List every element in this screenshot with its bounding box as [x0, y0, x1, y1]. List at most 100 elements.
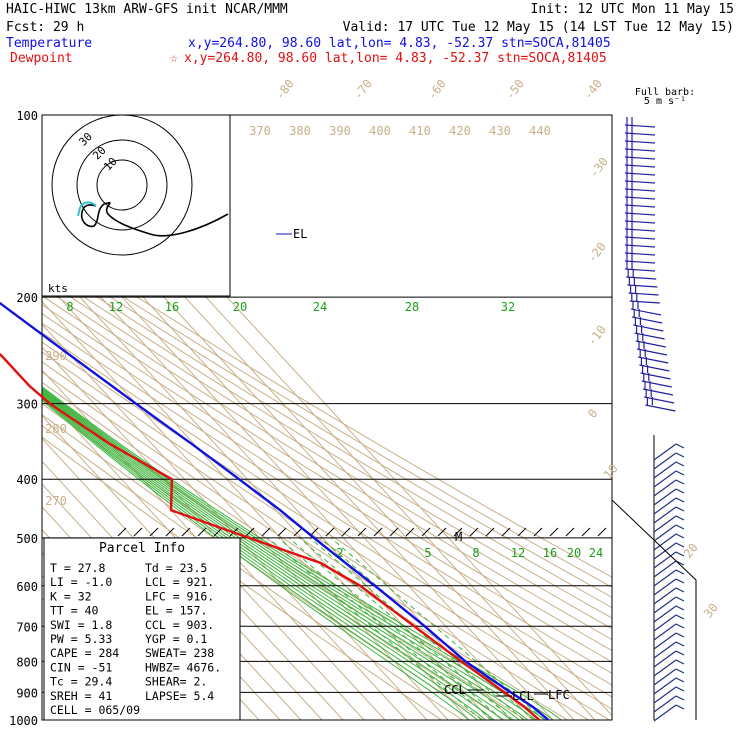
wind-barb-flag: [675, 587, 685, 593]
isotherm-label: -80: [273, 77, 297, 103]
wind-barb-flag: [675, 668, 685, 674]
mixing-ratio-top-label: 20: [233, 300, 247, 314]
wind-barb: [624, 236, 656, 240]
hatch-mark: [405, 527, 415, 537]
lfc-label: LFC: [548, 688, 570, 702]
mixing-ratio-top-label: 8: [66, 300, 73, 314]
dewpoint-legend-label: Dewpoint: [10, 51, 73, 66]
wind-barb: [653, 569, 677, 587]
wind-barb: [624, 212, 656, 216]
wind-barb: [624, 228, 656, 232]
wind-barb: [653, 587, 677, 605]
hatch-mark: [117, 527, 127, 537]
mixing-ratio-line: [320, 537, 535, 720]
theta-label: 390: [329, 124, 351, 138]
wind-barb: [653, 551, 677, 569]
wind-barb: [653, 605, 677, 623]
wind-barb-flag: [675, 578, 685, 584]
parcel-index-right: CCL = 903.: [145, 618, 214, 632]
wind-barb: [641, 380, 672, 388]
wind-barb: [626, 276, 657, 280]
dry-adiabat-line: [42, 331, 612, 698]
wind-barb: [624, 172, 656, 176]
dry-adiabat-line: [42, 286, 612, 641]
hatch-mark: [197, 527, 207, 537]
ccl-label: CCL: [444, 683, 466, 697]
wind-barb: [653, 479, 677, 497]
wind-barb: [634, 332, 665, 340]
theta-label: 440: [529, 124, 551, 138]
hatch-mark: [133, 527, 143, 537]
wind-barb: [645, 404, 676, 412]
wind-barb-flag: [675, 461, 685, 467]
wind-barb-flag: [675, 623, 685, 629]
wind-barb-flag: [675, 677, 685, 683]
wind-barb: [624, 180, 656, 184]
wind-barb-flag: [675, 569, 685, 575]
wind-barb: [624, 252, 656, 256]
pressure-label: 500: [16, 532, 38, 546]
hatch-mark: [469, 527, 479, 537]
dry-adiabat-line: [42, 361, 589, 720]
mixing-ratio-low-label: 12: [511, 546, 525, 560]
dewpoint-profile: [0, 352, 541, 721]
pressure-label: 600: [16, 580, 38, 594]
hodograph-ring: [51, 114, 193, 256]
wind-barb-flag: [675, 650, 685, 656]
pressure-label: 700: [16, 620, 38, 634]
mixing-ratio-low-label: 8: [472, 546, 479, 560]
pressure-label: 1000: [9, 714, 38, 728]
wind-barb: [653, 443, 677, 461]
wind-barb: [636, 348, 668, 356]
parcel-index-left: Tc = 29.4: [50, 675, 112, 689]
hatch-mark: [565, 527, 575, 537]
parcel-info-title: Parcel Info: [99, 541, 185, 556]
pressure-label: 300: [16, 398, 38, 412]
hatch-mark: [149, 527, 159, 537]
dry-adiabat-line: [42, 313, 612, 674]
parcel-index-right: LCL = 921.: [145, 575, 214, 589]
wind-barb: [653, 632, 677, 650]
hatch-mark: [453, 527, 463, 537]
wind-barb: [653, 686, 677, 704]
wind-barb: [629, 300, 660, 304]
isotherm-label: -10: [585, 323, 609, 349]
isotherm-label: -20: [585, 240, 609, 266]
wind-barb-flag: [675, 506, 685, 512]
el-label: EL: [293, 227, 307, 241]
wind-barb: [653, 461, 677, 479]
parcel-index-right: YGP = 0.1: [145, 632, 207, 646]
parcel-index-right: Td = 23.5: [145, 561, 207, 575]
dry-adiabat-line: [42, 277, 612, 630]
pressure-label: 900: [16, 686, 38, 700]
wind-barb: [624, 124, 656, 128]
dry-adiabat-line: [42, 294, 612, 652]
wind-barb: [624, 220, 656, 224]
dry-adiabat-line: [42, 243, 612, 588]
isotherm-label: -30: [587, 155, 611, 181]
hatch-mark: [549, 527, 559, 537]
temperature-profile: [0, 301, 550, 721]
mixing-ratio-top-label: 24: [313, 300, 327, 314]
hodograph-ring: [76, 139, 168, 231]
wind-barb-flag: [675, 524, 685, 530]
wind-barb-flag: [675, 533, 685, 539]
temperature-station-info: x,y=264.80, 98.60 lat,lon= 4.83, -52.37 …: [188, 36, 611, 51]
isotherm-line: [42, 300, 428, 720]
barb-legend-unit: 5 m s⁻¹: [644, 96, 686, 107]
hatch-mark: [261, 527, 271, 537]
isotherm-label: -70: [351, 77, 375, 103]
mixing-ratio-line: [288, 537, 503, 720]
wind-barb: [653, 452, 677, 470]
dry-adiabat-line: [42, 351, 610, 720]
hatch-mark: [501, 527, 511, 537]
pressure-label: 800: [16, 655, 38, 669]
wind-barb: [624, 204, 656, 208]
hatch-mark: [389, 527, 399, 537]
isotherm-label: 30: [701, 601, 721, 621]
wind-barb: [653, 497, 677, 515]
parcel-index-left: T = 27.8: [50, 561, 105, 575]
wind-barb: [653, 695, 677, 713]
wind-barb: [653, 623, 677, 641]
hatch-mark: [517, 527, 527, 537]
